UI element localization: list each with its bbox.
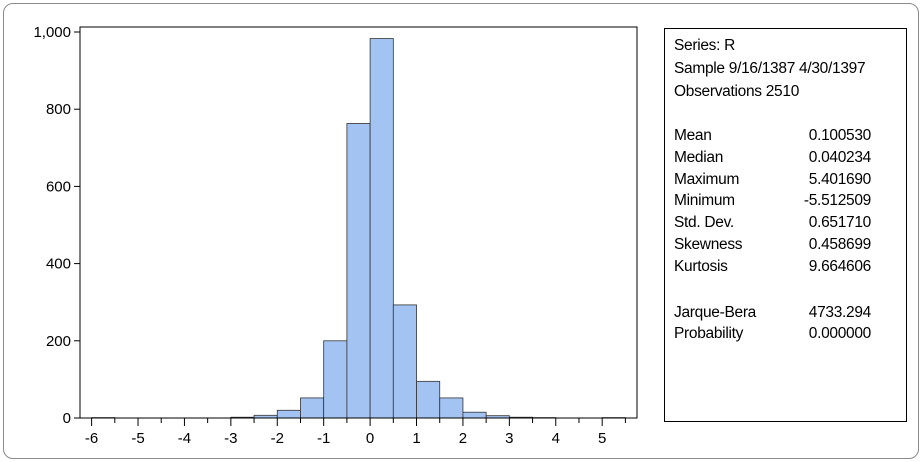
stat-value: 0.000000 xyxy=(808,325,872,343)
x-tick-label: 0 xyxy=(366,430,374,447)
histogram-bar-8 xyxy=(276,409,301,419)
axis-layer: 0 200 400 600 800 1,000 -6 -5 -4 -3 -2 -1 0 1 2 3 4 5 xyxy=(33,24,638,447)
x-tick-label: -2 xyxy=(271,430,284,447)
y-tick-label: 400 xyxy=(46,256,71,273)
y-tick-label: 200 xyxy=(46,333,71,350)
stat-label: Minimum xyxy=(674,192,735,210)
stat-row-probability: Probability 0.000000 xyxy=(674,323,906,345)
stat-value: 0.651710 xyxy=(808,214,872,232)
stat-value: 0.040234 xyxy=(808,148,872,166)
stat-label: Kurtosis xyxy=(674,257,728,275)
stat-value: 4733.294 xyxy=(808,303,872,321)
stat-row-std-dev: Std. Dev. 0.651710 xyxy=(674,212,906,234)
stat-value: -5.512509 xyxy=(803,192,871,210)
stat-row-minimum: Minimum -5.512509 xyxy=(674,190,906,212)
stat-label: Maximum xyxy=(674,170,740,188)
histogram-bar-12 xyxy=(369,38,394,419)
bars-layer xyxy=(91,38,626,419)
x-tick-label: -3 xyxy=(224,430,237,447)
stat-label: Jarque-Bera xyxy=(674,303,756,321)
stat-value: 0.458699 xyxy=(808,235,872,253)
series-name: Series: R xyxy=(674,37,736,54)
histogram-bar-11 xyxy=(346,123,371,419)
x-tick-label: 2 xyxy=(459,430,467,447)
stat-row-kurtosis: Kurtosis 9.664606 xyxy=(674,256,906,278)
histogram-bar-14 xyxy=(416,380,441,419)
stat-value: 9.664606 xyxy=(808,257,872,275)
x-tick-label: -6 xyxy=(85,430,98,447)
stat-row-median: Median 0.040234 xyxy=(674,147,906,169)
stat-row-skewness: Skewness 0.458699 xyxy=(674,234,906,256)
x-tick-label: -4 xyxy=(178,430,191,447)
y-tick-label: 1,000 xyxy=(33,24,71,41)
x-tick-label: 5 xyxy=(598,430,606,447)
sample-range: Sample 9/16/1387 4/30/1397 xyxy=(674,60,866,77)
y-tick-label: 0 xyxy=(63,410,71,427)
stat-row-maximum: Maximum 5.401690 xyxy=(674,169,906,191)
histogram-bar-10 xyxy=(323,340,348,419)
stat-label: Median xyxy=(674,148,724,166)
x-tick-label: -1 xyxy=(317,430,330,447)
stat-label: Skewness xyxy=(674,235,743,253)
stat-value: 0.100530 xyxy=(808,127,872,144)
histogram-bar-16 xyxy=(462,411,487,419)
stat-value: 5.401690 xyxy=(808,170,872,188)
y-tick-label: 800 xyxy=(46,101,71,118)
stat-label: Mean xyxy=(674,127,712,144)
x-tick-label: -5 xyxy=(131,430,144,447)
histogram-bar-9 xyxy=(300,397,325,419)
histogram-bar-15 xyxy=(439,397,464,419)
stat-row-mean: Mean 0.100530 xyxy=(674,125,906,147)
stat-row-jarque-bera: Jarque-Bera 4733.294 xyxy=(674,302,906,324)
stat-label: Probability xyxy=(674,325,744,343)
x-tick-label: 3 xyxy=(505,430,513,447)
descriptive-stats-panel: Series: R Sample 9/16/1387 4/30/1397 Obs… xyxy=(664,28,907,422)
histogram-bar-13 xyxy=(392,304,417,419)
plot-area-border xyxy=(79,26,638,419)
stat-label: Std. Dev. xyxy=(674,214,734,232)
x-tick-label: 1 xyxy=(412,430,420,447)
x-tick-label: 4 xyxy=(552,430,560,447)
y-tick-label: 600 xyxy=(46,178,71,195)
observations-count: Observations 2510 xyxy=(674,83,800,100)
